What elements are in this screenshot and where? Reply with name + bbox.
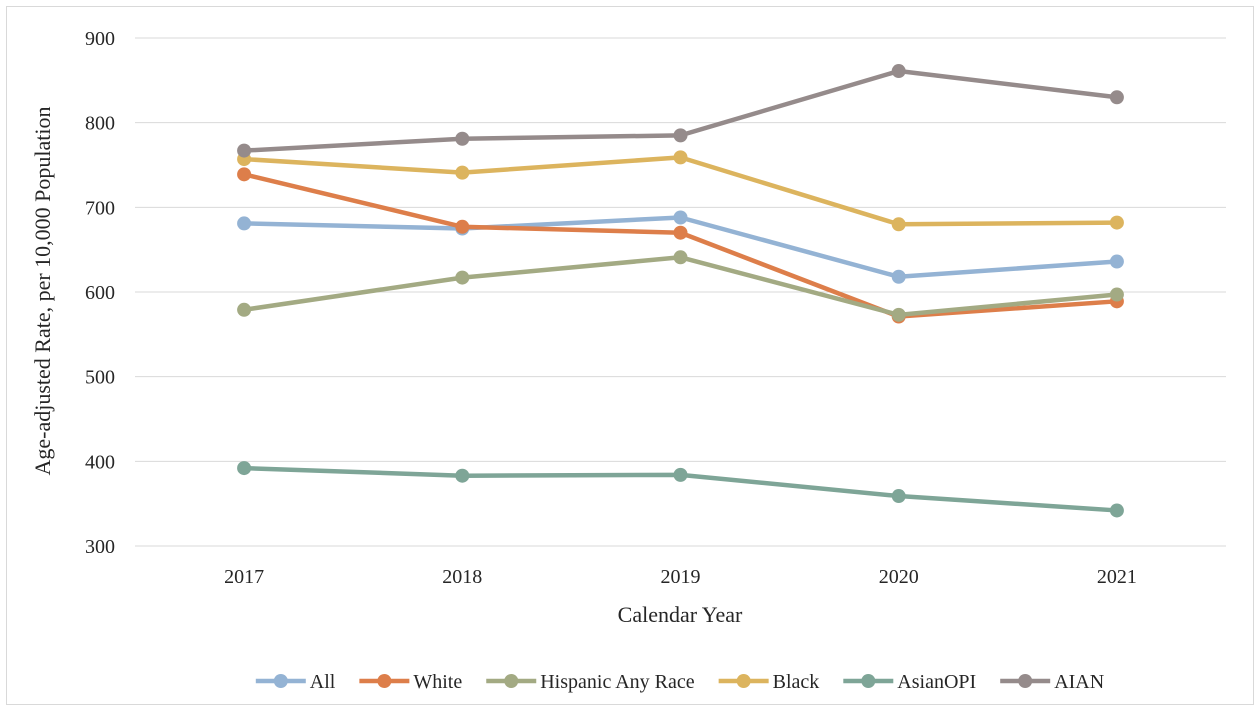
legend-item-asianopi: AsianOPI — [843, 671, 976, 693]
data-point-white — [673, 225, 688, 240]
legend-item-aian: AIAN — [1000, 671, 1104, 693]
data-point-white — [237, 167, 252, 182]
y-tick-label: 500 — [85, 367, 115, 389]
legend-swatch-marker — [736, 674, 751, 688]
y-tick-label: 600 — [85, 282, 115, 304]
data-point-hispanic-any-race — [891, 307, 906, 322]
data-point-hispanic-any-race — [455, 270, 470, 285]
legend-item-black: Black — [718, 671, 820, 693]
y-tick-label: 900 — [85, 28, 115, 50]
legend-label: AsianOPI — [897, 671, 976, 693]
x-axis-ticks: 2017 2018 2019 2020 2021 — [224, 566, 1137, 588]
series-line-hispanic-any-race — [241, 255, 1120, 318]
gridlines — [135, 37, 1226, 547]
y-tick-label: 800 — [85, 113, 115, 135]
legend-item-all: All — [255, 671, 336, 693]
data-point-aian — [237, 143, 252, 158]
data-point-black — [891, 217, 906, 232]
data-point-hispanic-any-race — [1109, 287, 1124, 302]
data-point-all — [673, 210, 688, 225]
series-line-white — [241, 172, 1120, 319]
data-point-black — [1109, 215, 1124, 230]
legend-item-hispanic-any-race: Hispanic Any Race — [486, 671, 695, 693]
data-point-all — [1109, 254, 1124, 269]
series-aian — [237, 64, 1124, 158]
data-point-hispanic-any-race — [237, 302, 252, 317]
series-all — [237, 210, 1124, 284]
x-tick-label: 2017 — [224, 566, 264, 588]
legend-swatch-marker — [1018, 674, 1033, 688]
x-tick-label: 2021 — [1097, 566, 1137, 588]
data-point-black — [455, 165, 470, 180]
data-point-aian — [891, 64, 906, 79]
y-axis-title: Age-adjusted Rate, per 10,000 Population — [30, 106, 55, 475]
data-point-asianopi — [891, 489, 906, 504]
y-tick-label: 400 — [85, 451, 115, 473]
series-black — [237, 150, 1124, 232]
legend: All White Hispanic Any Race Black AsianOPI AI… — [255, 671, 1104, 693]
x-tick-label: 2020 — [879, 566, 919, 588]
x-tick-label: 2019 — [661, 566, 701, 588]
series-hispanic-any-race — [237, 250, 1124, 322]
legend-swatch-marker — [861, 674, 876, 688]
series-layer — [237, 64, 1124, 518]
data-point-aian — [673, 128, 688, 143]
data-point-white — [455, 219, 470, 234]
legend-label: AIAN — [1054, 671, 1104, 693]
x-axis-title: Calendar Year — [618, 602, 743, 627]
y-axis-ticks: 300 400 500 600 700 800 900 — [85, 28, 115, 558]
data-point-black — [673, 150, 688, 165]
y-tick-label: 300 — [85, 536, 115, 558]
data-point-aian — [1109, 90, 1124, 105]
data-point-all — [891, 269, 906, 284]
data-point-all — [237, 216, 252, 231]
data-point-asianopi — [673, 467, 688, 482]
legend-swatch-marker — [273, 674, 288, 688]
legend-label: Black — [773, 671, 820, 693]
data-point-asianopi — [455, 468, 470, 483]
series-asianopi — [237, 461, 1124, 518]
legend-item-white: White — [359, 671, 462, 693]
y-tick-label: 700 — [85, 197, 115, 219]
data-point-hispanic-any-race — [673, 250, 688, 265]
legend-label: Hispanic Any Race — [540, 671, 695, 693]
data-point-asianopi — [1109, 503, 1124, 518]
legend-label: White — [413, 671, 462, 693]
legend-swatch-marker — [377, 674, 392, 688]
data-point-aian — [455, 131, 470, 146]
series-white — [237, 167, 1124, 324]
x-tick-label: 2018 — [442, 566, 482, 588]
data-point-asianopi — [237, 461, 252, 476]
legend-label: All — [310, 671, 336, 693]
legend-swatch-marker — [504, 674, 519, 688]
